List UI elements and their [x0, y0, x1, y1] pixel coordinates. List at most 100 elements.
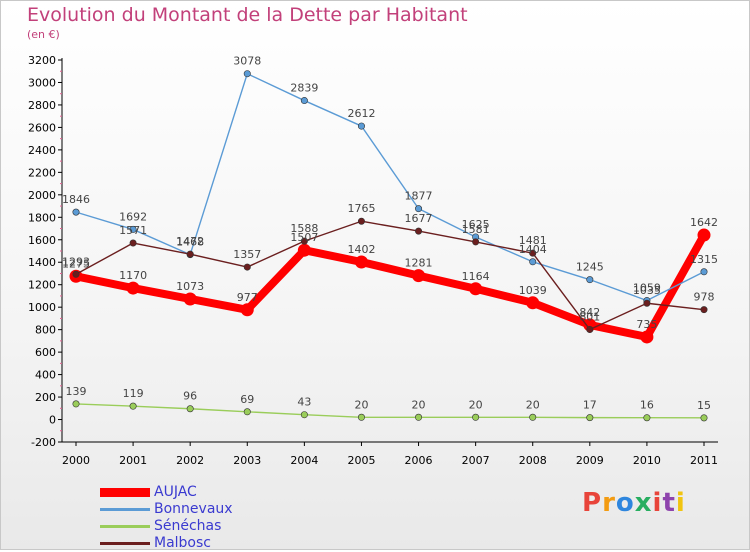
- legend-item-bonnevaux: Bonnevaux: [100, 501, 300, 518]
- data-label-malbosc-2002: 1472: [176, 235, 204, 248]
- point-aujac-2006: [412, 269, 426, 283]
- data-label-aujac-2003: 977: [237, 291, 258, 304]
- point-malbosc-2008: [529, 249, 537, 257]
- y-tick-label-400: 400: [35, 369, 56, 382]
- x-tick-label-2006: 2006: [405, 454, 433, 467]
- point-aujac-2002: [183, 292, 197, 306]
- data-label-malbosc-2009: 801: [579, 311, 600, 324]
- data-label-malbosc-2000: 1293: [62, 255, 90, 268]
- data-label-malbosc-2008: 1481: [519, 234, 547, 247]
- y-tick-label-3200: 3200: [28, 54, 56, 67]
- data-label-malbosc-2005: 1765: [347, 202, 375, 215]
- data-label-aujac-2005: 1402: [347, 243, 375, 256]
- data-label-aujac-2000: 1275: [62, 257, 90, 270]
- point-sénéchas-2007: [472, 413, 480, 421]
- point-bonnevaux-2005: [357, 122, 365, 130]
- point-aujac-2010: [640, 330, 654, 344]
- point-malbosc-2011: [700, 306, 708, 314]
- x-tick-label-2004: 2004: [290, 454, 318, 467]
- point-sénéchas-2002: [186, 405, 194, 413]
- logo-letter: t: [662, 488, 676, 518]
- point-bonnevaux-2008: [529, 258, 537, 266]
- data-label-malbosc-2003: 1357: [233, 248, 261, 261]
- legend-swatch: [100, 488, 150, 497]
- legend-swatch: [100, 542, 150, 545]
- logo-letter: i: [675, 488, 686, 518]
- data-label-sénéchas-2001: 119: [123, 387, 144, 400]
- data-label-bonnevaux-2003: 3078: [233, 55, 261, 68]
- point-bonnevaux-2004: [300, 97, 308, 105]
- series-line-sénéchas: [75, 403, 705, 419]
- point-bonnevaux-2006: [415, 205, 423, 213]
- data-label-aujac-2010: 735: [636, 318, 657, 331]
- data-label-aujac-2004: 1507: [290, 231, 318, 244]
- point-malbosc-2006: [415, 227, 423, 235]
- data-label-bonnevaux-2011: 1315: [690, 253, 718, 266]
- data-label-aujac-2006: 1281: [405, 257, 433, 270]
- data-label-malbosc-2011: 978: [694, 291, 715, 304]
- data-label-bonnevaux-2000: 1846: [62, 193, 90, 206]
- point-malbosc-2005: [357, 217, 365, 225]
- point-aujac-2007: [469, 282, 483, 296]
- data-label-bonnevaux-2008: 1404: [519, 243, 547, 256]
- data-label-aujac-2009: 842: [579, 306, 600, 319]
- point-malbosc-2009: [586, 326, 594, 334]
- data-label-malbosc-2007: 1581: [462, 223, 490, 236]
- y-tick-label-2600: 2600: [28, 121, 56, 134]
- logo-letter: P: [582, 488, 603, 518]
- x-tick-label-2008: 2008: [519, 454, 547, 467]
- data-label-bonnevaux-2002: 1468: [176, 236, 204, 249]
- point-bonnevaux-2011: [700, 268, 708, 276]
- data-label-aujac-2008: 1039: [519, 284, 547, 297]
- data-label-sénéchas-2009: 17: [583, 399, 597, 412]
- x-tick-label-2001: 2001: [119, 454, 147, 467]
- data-label-sénéchas-2004: 43: [297, 396, 311, 409]
- point-malbosc-2002: [186, 250, 194, 258]
- point-aujac-2001: [126, 281, 140, 295]
- point-bonnevaux-2009: [586, 276, 594, 284]
- data-label-aujac-2007: 1164: [462, 270, 490, 283]
- x-tick-label-2002: 2002: [176, 454, 204, 467]
- x-tick-label-2000: 2000: [62, 454, 90, 467]
- point-sénéchas-2009: [586, 414, 594, 422]
- y-tick-label-1000: 1000: [28, 301, 56, 314]
- proxiti-logo: Proxiti: [582, 488, 686, 518]
- chart-subtitle: (en €): [27, 28, 60, 41]
- data-label-sénéchas-2005: 20: [354, 398, 368, 411]
- point-sénéchas-2005: [357, 413, 365, 421]
- y-tick-label-0: 0: [49, 414, 56, 427]
- point-malbosc-2010: [643, 299, 651, 307]
- legend-label: Malbosc: [154, 535, 211, 551]
- data-label-bonnevaux-2006: 1877: [405, 190, 433, 203]
- legend-swatch: [100, 508, 150, 511]
- data-label-sénéchas-2007: 20: [469, 398, 483, 411]
- x-tick-label-2003: 2003: [233, 454, 261, 467]
- data-label-bonnevaux-2007: 1625: [462, 218, 490, 231]
- legend-label: AUJAC: [154, 484, 197, 500]
- point-sénéchas-2006: [415, 413, 423, 421]
- point-aujac-2011: [697, 228, 711, 242]
- data-label-bonnevaux-2005: 2612: [347, 107, 375, 120]
- data-label-bonnevaux-2009: 1245: [576, 261, 604, 274]
- data-label-sénéchas-2010: 16: [640, 399, 654, 412]
- y-tick-label-2000: 2000: [28, 189, 56, 202]
- data-label-sénéchas-2008: 20: [526, 398, 540, 411]
- y-tick-label-2200: 2200: [28, 166, 56, 179]
- point-bonnevaux-2001: [129, 225, 137, 233]
- data-label-sénéchas-2002: 96: [183, 390, 197, 403]
- point-bonnevaux-2003: [243, 70, 251, 78]
- legend-item-aujac: AUJAC: [100, 484, 300, 501]
- point-aujac-2005: [354, 255, 368, 269]
- logo-letter: r: [602, 488, 616, 518]
- legend: AUJAC Bonnevaux Sénéchas Malbosc: [100, 484, 300, 552]
- legend-label: Sénéchas: [154, 518, 222, 534]
- data-label-bonnevaux-2010: 1059: [633, 282, 661, 295]
- y-tick-label-1600: 1600: [28, 234, 56, 247]
- point-sénéchas-2008: [529, 413, 537, 421]
- y-tick-label-2800: 2800: [28, 99, 56, 112]
- data-label-bonnevaux-2004: 2839: [290, 82, 318, 95]
- y-tick-label-3000: 3000: [28, 76, 56, 89]
- data-label-malbosc-2004: 1588: [290, 222, 318, 235]
- x-tick-label-2010: 2010: [633, 454, 661, 467]
